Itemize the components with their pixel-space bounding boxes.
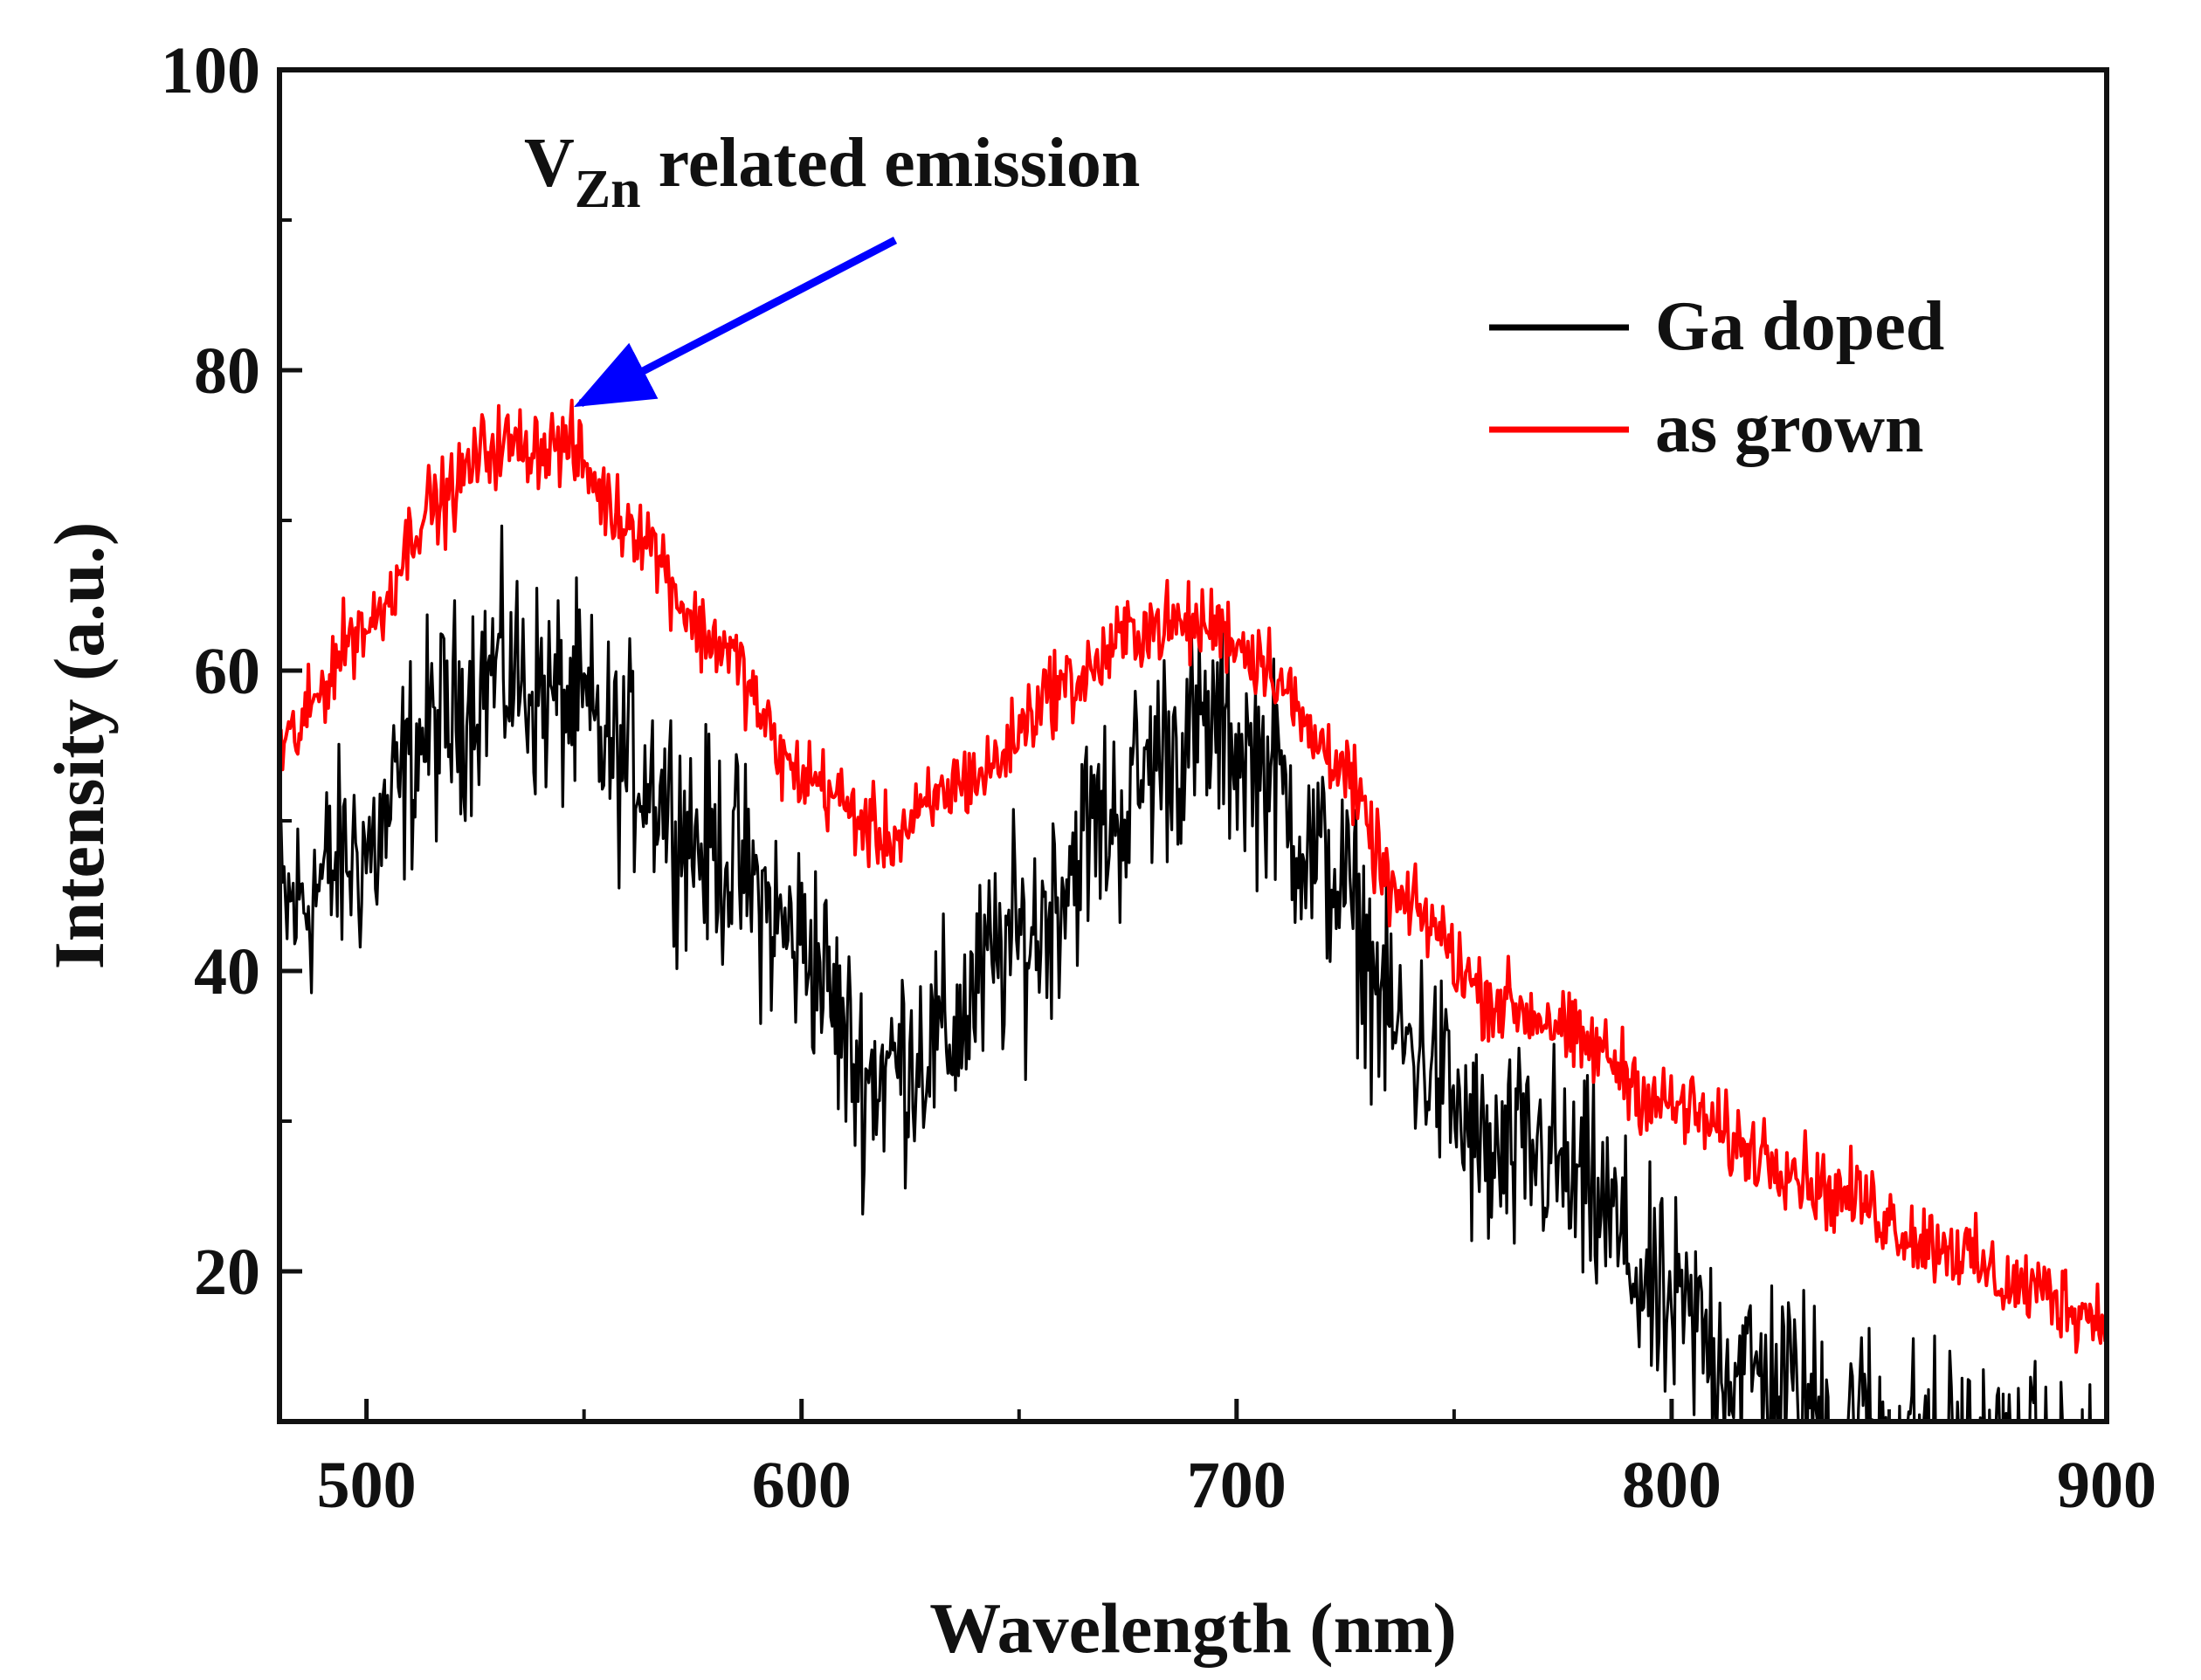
legend: Ga doped as grown [1489,288,1944,467]
y-tick-label: 40 [194,935,260,1009]
legend-label-as-grown: as grown [1655,390,1923,467]
annotation-text: VZn related emission [524,125,1140,219]
annotation-text-main: V [524,125,575,202]
legend-label-ga-doped: Ga doped [1655,288,1944,365]
y-tick-label: 20 [194,1236,260,1309]
y-tick-label: 100 [161,34,260,107]
annotation-arrow [574,237,898,408]
y-axis-title: Intensity (a.u.) [39,522,119,970]
annotation: VZn related emission [524,125,1140,408]
x-tick-label: 600 [752,1449,852,1522]
x-axis-title: Wavelength (nm) [929,1588,1457,1668]
series-as-grown-line [279,398,2107,1354]
series-ga-doped-line [279,524,2092,1422]
y-tick-label: 60 [194,635,260,708]
x-tick-label: 900 [2057,1449,2156,1522]
annotation-text-sub: Zn [575,160,641,219]
series-layer [279,398,2107,1422]
y-tick-label: 80 [194,334,260,408]
x-tick-label: 700 [1187,1449,1287,1522]
annotation-text-rest: related emission [641,125,1141,202]
plot-frame [277,67,2109,1424]
x-tick-label: 800 [1622,1449,1721,1522]
x-tick-label: 500 [317,1449,417,1522]
axis-ticks: 500 600 700 800 900 20 40 60 80 100 [161,34,2156,1522]
